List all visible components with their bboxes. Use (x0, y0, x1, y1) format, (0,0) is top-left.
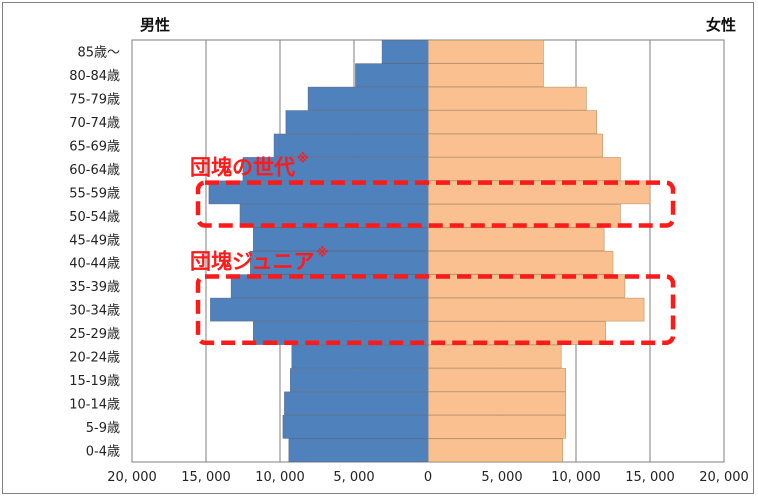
x-tick-label: 5, 000 (333, 470, 374, 485)
age-group-labels: 85歳〜 80-84歳 75-79歳 70-74歳 65-69歳 60-64歳 55-59歳… (69, 46, 120, 460)
x-tick-label: 10, 000 (551, 470, 601, 485)
age-label: 70-74歳 (69, 116, 120, 131)
bar-male (381, 39, 429, 64)
bar-female (427, 110, 598, 134)
male-label: 男性 (140, 16, 170, 34)
bar-male (285, 110, 429, 134)
bar-female (427, 133, 603, 158)
age-label: 25-29歳 (69, 327, 120, 342)
bar-female (427, 227, 605, 252)
annotations: 団塊の世代 ※団塊ジュニア ※ (190, 152, 676, 346)
age-label: 85歳〜 (77, 46, 120, 61)
x-tick-label: 5, 000 (481, 470, 522, 485)
x-tick-label: 20, 000 (107, 470, 157, 485)
age-label: 80-84歳 (69, 69, 120, 84)
bar-male (253, 227, 429, 252)
age-label: 75-79歳 (69, 93, 120, 108)
annotation-label: 団塊ジュニア (190, 249, 315, 273)
bar-female (427, 250, 614, 275)
age-label: 35-39歳 (69, 280, 120, 295)
x-tick-label: 15, 000 (181, 470, 231, 485)
annotation-box (195, 180, 676, 228)
bar-male (282, 415, 429, 439)
annotation-note-mark: ※ (317, 245, 329, 259)
bar-female (427, 39, 544, 64)
x-axis-tick-labels: 20, 000 15, 000 10, 000 5, 000 0 5, 000 10, 00… (107, 470, 749, 485)
bar-female (427, 297, 645, 322)
bars (208, 39, 651, 463)
age-label: 5-9歳 (86, 421, 120, 436)
age-label: 50-54歳 (69, 210, 120, 225)
x-tick-label: 0 (424, 470, 432, 485)
bar-male (210, 297, 429, 322)
age-label: 55-59歳 (69, 186, 120, 201)
bar-male (284, 391, 429, 416)
x-tick-label: 20, 000 (699, 470, 749, 485)
age-label: 10-14歳 (69, 397, 120, 412)
bar-male (291, 344, 429, 369)
x-tick-label: 15, 000 (625, 470, 675, 485)
age-label: 45-49歳 (69, 233, 120, 248)
age-label: 20-24歳 (69, 351, 120, 366)
age-label: 0-4歳 (86, 444, 120, 459)
bar-female (427, 157, 621, 181)
bar-female (427, 368, 566, 392)
bar-female (427, 391, 566, 416)
bar-female (427, 63, 544, 87)
age-label: 30-34歳 (69, 304, 120, 319)
bar-male (355, 63, 429, 87)
age-label: 40-44歳 (69, 257, 120, 272)
bar-female (427, 344, 562, 369)
bar-female (427, 438, 563, 463)
age-label: 15-19歳 (69, 374, 120, 389)
female-label: 女性 (706, 16, 736, 34)
annotation-note-mark: ※ (297, 152, 309, 166)
age-label: 65-69歳 (69, 140, 120, 155)
annotation-label: 団塊の世代 (190, 156, 295, 180)
annotation-box (195, 274, 676, 346)
bar-female (427, 86, 587, 111)
bar-male (288, 438, 429, 463)
x-tick-label: 10, 000 (255, 470, 305, 485)
age-label: 60-64歳 (69, 163, 120, 178)
bar-male (290, 368, 429, 392)
bar-female (427, 415, 566, 439)
bar-male (307, 86, 429, 111)
